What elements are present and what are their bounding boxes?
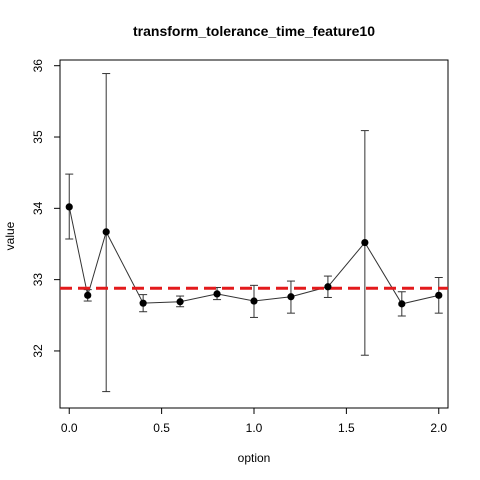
y-tick-label: 35 [31,130,45,144]
data-point [176,298,184,306]
chart-title: transform_tolerance_time_feature10 [133,23,375,39]
data-point [213,290,221,298]
x-tick-label: 1.5 [338,421,355,435]
y-tick-label: 34 [31,201,45,215]
x-tick-label: 2.0 [430,421,447,435]
y-tick-label: 32 [31,344,45,358]
data-point [287,293,295,301]
x-axis-label: option [238,451,271,465]
y-tick-label: 33 [31,273,45,287]
data-point [65,203,73,211]
error-bars [65,73,443,393]
data-point [361,238,369,247]
x-tick-label: 0.0 [61,421,78,435]
y-axis-label: value [3,221,17,250]
data-points [65,203,443,308]
series-polyline [68,206,439,305]
x-tick-label: 0.5 [153,421,170,435]
plot-frame [59,59,449,409]
y-tick-label: 36 [31,59,45,73]
data-point [84,291,92,299]
series-line [68,206,439,305]
x-axis: 0.0 0.5 1.0 1.5 2.0 [61,407,447,435]
data-point [102,228,110,236]
y-axis: 32 33 34 35 36 [31,59,61,358]
data-point [435,291,443,299]
data-point [324,283,332,291]
data-point [398,300,406,308]
x-tick-label: 1.0 [246,421,263,435]
data-point [139,299,147,307]
data-point [250,297,258,305]
